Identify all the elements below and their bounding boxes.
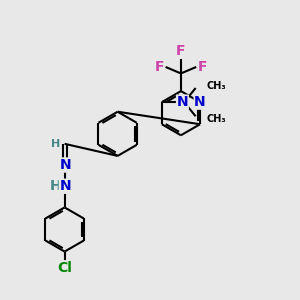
Text: F: F <box>154 60 164 74</box>
Text: N: N <box>194 95 206 109</box>
Text: N: N <box>177 95 188 109</box>
Text: CH₃: CH₃ <box>207 114 226 124</box>
Text: F: F <box>176 44 186 58</box>
Text: CH₃: CH₃ <box>207 81 226 91</box>
Text: N: N <box>59 179 71 193</box>
Text: F: F <box>198 60 208 74</box>
Text: H: H <box>51 139 60 149</box>
Text: Cl: Cl <box>57 261 72 275</box>
Text: H: H <box>50 179 61 193</box>
Text: N: N <box>59 158 71 172</box>
